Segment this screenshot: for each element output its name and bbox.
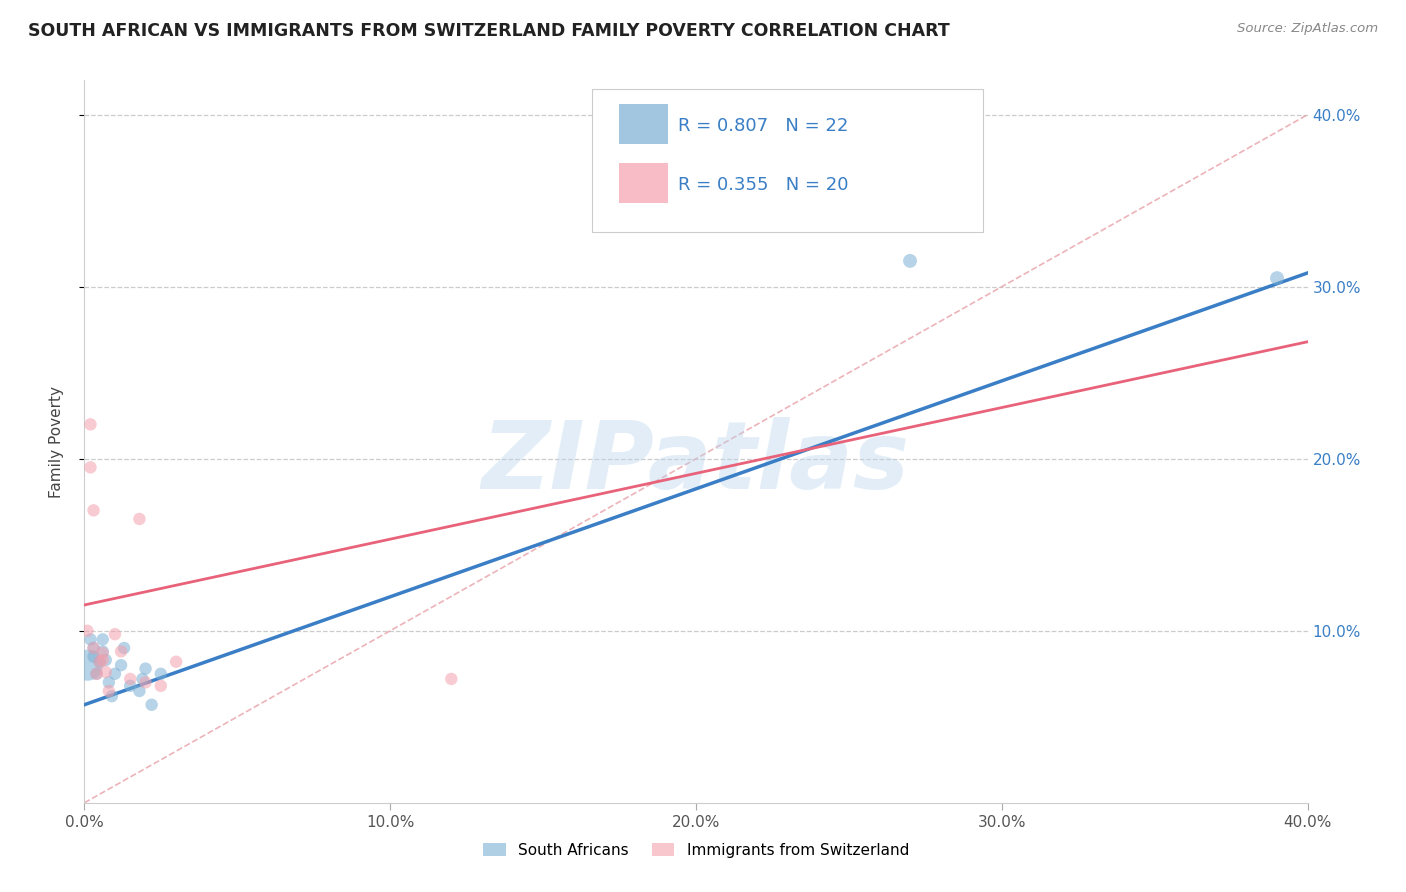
Text: ZIPatlas: ZIPatlas: [482, 417, 910, 509]
Point: [104, 627, 127, 641]
Point: [149, 679, 172, 693]
Point: [131, 672, 153, 686]
Point: [120, 679, 142, 693]
Point: [97, 675, 120, 690]
Point: [135, 662, 157, 676]
Point: [128, 512, 150, 526]
Point: [94, 653, 117, 667]
Point: [83, 640, 105, 655]
Point: [91, 632, 114, 647]
Point: [110, 658, 132, 673]
Point: [91, 644, 114, 658]
Point: [165, 655, 187, 669]
Point: [79, 460, 101, 475]
Point: [101, 689, 124, 703]
FancyBboxPatch shape: [619, 104, 668, 144]
Point: [89, 655, 111, 669]
Point: [97, 684, 120, 698]
Point: [86, 666, 108, 681]
Point: [89, 655, 111, 669]
Text: R = 0.355   N = 20: R = 0.355 N = 20: [678, 176, 848, 194]
Point: [94, 665, 117, 679]
Point: [104, 666, 127, 681]
Point: [76, 624, 98, 638]
Point: [76, 658, 98, 673]
FancyBboxPatch shape: [592, 89, 983, 232]
Point: [440, 672, 463, 686]
Point: [79, 632, 101, 647]
Point: [83, 640, 105, 655]
Point: [1265, 271, 1288, 285]
Point: [141, 698, 163, 712]
Point: [135, 675, 157, 690]
Point: [91, 653, 114, 667]
Point: [128, 684, 150, 698]
Point: [807, 151, 830, 165]
Point: [86, 666, 108, 681]
Point: [110, 644, 132, 658]
Point: [112, 640, 135, 655]
Point: [79, 417, 101, 432]
Point: [83, 503, 105, 517]
Point: [120, 672, 142, 686]
FancyBboxPatch shape: [619, 163, 668, 203]
Text: R = 0.807   N = 22: R = 0.807 N = 22: [678, 117, 848, 135]
Point: [91, 646, 114, 660]
Y-axis label: Family Poverty: Family Poverty: [49, 385, 63, 498]
Text: SOUTH AFRICAN VS IMMIGRANTS FROM SWITZERLAND FAMILY POVERTY CORRELATION CHART: SOUTH AFRICAN VS IMMIGRANTS FROM SWITZER…: [28, 22, 950, 40]
Point: [149, 666, 172, 681]
Point: [83, 649, 105, 664]
Legend: South Africans, Immigrants from Switzerland: South Africans, Immigrants from Switzerl…: [477, 837, 915, 863]
Point: [898, 253, 921, 268]
Text: Source: ZipAtlas.com: Source: ZipAtlas.com: [1237, 22, 1378, 36]
